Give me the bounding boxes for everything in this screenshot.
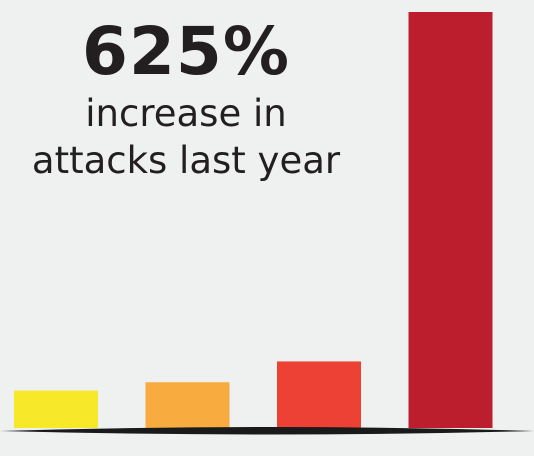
headline-block: 625% increase in attacks last year bbox=[0, 14, 372, 184]
bar-1 bbox=[14, 390, 98, 428]
bar-4 bbox=[408, 12, 493, 428]
bars-group bbox=[14, 12, 493, 428]
bar-3 bbox=[277, 361, 361, 428]
caption-line-1: increase in bbox=[85, 92, 287, 135]
chart-baseline bbox=[0, 427, 534, 435]
bar-2 bbox=[145, 382, 230, 428]
caption-line-2: attacks last year bbox=[31, 139, 341, 182]
increase-percentage: 625% bbox=[82, 13, 290, 90]
